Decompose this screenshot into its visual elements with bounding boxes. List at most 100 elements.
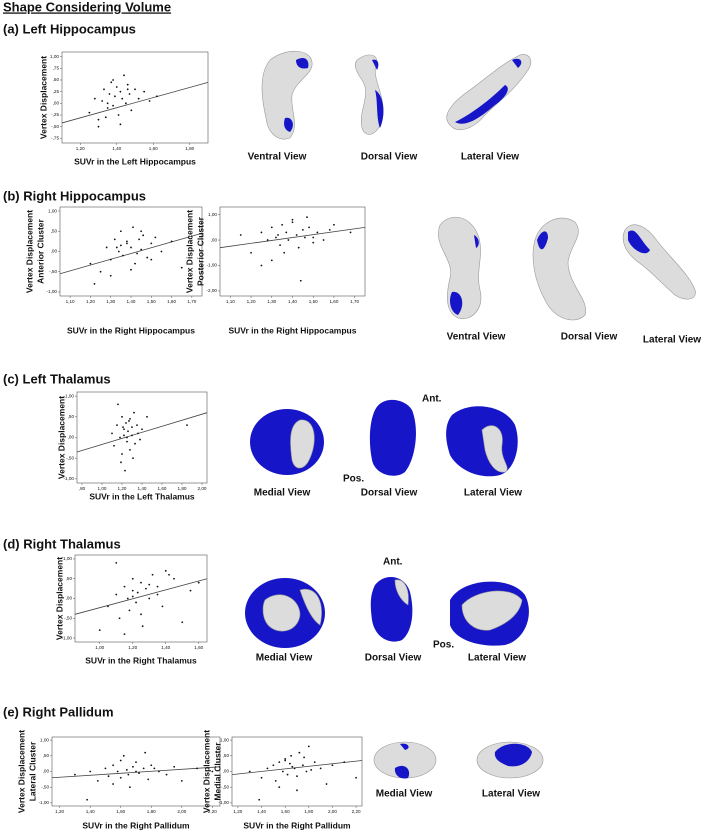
data-point xyxy=(279,244,281,247)
x-tick-label: 1,60 xyxy=(329,299,338,304)
data-point xyxy=(143,90,146,93)
view-label: Lateral View xyxy=(464,488,522,499)
data-point xyxy=(126,436,128,439)
data-point xyxy=(106,102,109,105)
view-label: Ventral View xyxy=(447,332,506,343)
data-point xyxy=(266,239,269,241)
data-point xyxy=(110,81,113,84)
data-point xyxy=(349,231,352,234)
data-point xyxy=(272,764,275,767)
data-point xyxy=(239,234,242,236)
data-point xyxy=(305,770,308,773)
data-point xyxy=(298,751,301,754)
data-point xyxy=(121,254,124,257)
data-point xyxy=(161,605,164,608)
data-point xyxy=(293,767,296,770)
y-tick-label: ,00 xyxy=(66,596,73,601)
data-point xyxy=(117,114,120,116)
data-point xyxy=(147,778,150,781)
y-axis-label: Posterior Cluster xyxy=(195,216,205,286)
y-tick-label: ,75 xyxy=(53,66,60,71)
data-point xyxy=(126,88,129,91)
brain-render xyxy=(250,399,518,477)
y-tick-label: ,00 xyxy=(211,237,218,242)
x-tick-label: 1,00 xyxy=(95,645,104,650)
x-tick-label: 1,60 xyxy=(194,645,203,650)
data-point xyxy=(258,798,261,801)
data-point xyxy=(333,223,335,226)
y-axis-label: Lateral Cluster xyxy=(27,741,37,801)
data-point xyxy=(302,764,304,767)
data-point xyxy=(156,95,158,98)
data-point xyxy=(107,775,110,778)
data-point xyxy=(189,589,192,592)
data-point xyxy=(130,109,133,112)
data-point xyxy=(154,236,157,239)
y-tick-label: ,50 xyxy=(223,753,230,758)
data-point xyxy=(142,234,145,237)
data-point xyxy=(125,422,127,424)
x-tick-label: 1,60 xyxy=(167,299,176,304)
data-point xyxy=(289,762,291,765)
data-point xyxy=(123,633,126,635)
data-point xyxy=(118,617,121,620)
data-point xyxy=(99,270,102,273)
x-tick-label: 2,20 xyxy=(352,809,361,814)
data-point xyxy=(181,621,184,624)
data-point xyxy=(112,783,114,785)
y-tick-label: 1,00 xyxy=(63,556,72,561)
data-point xyxy=(301,228,304,231)
brain-render xyxy=(245,576,529,648)
y-tick-label: ,50 xyxy=(53,77,60,82)
data-point xyxy=(113,444,115,447)
data-point xyxy=(134,88,136,91)
data-point xyxy=(285,231,288,234)
x-tick-label: 1,10 xyxy=(66,299,75,304)
panel-heading: (a) Left Hippocampus xyxy=(3,21,136,36)
data-point xyxy=(132,226,134,229)
y-tick-label: -1,00 xyxy=(39,800,50,805)
data-point xyxy=(137,97,140,100)
y-tick-label: -,75 xyxy=(51,136,59,141)
data-point xyxy=(119,244,122,247)
data-point xyxy=(74,773,76,776)
view-label: Lateral View xyxy=(468,653,526,664)
x-tick-label: 1,30 xyxy=(106,299,115,304)
data-point xyxy=(119,436,121,439)
data-point xyxy=(97,125,100,128)
y-tick-label: ,50 xyxy=(66,576,73,581)
y-tick-label: 1,00 xyxy=(220,737,229,742)
fit-line xyxy=(219,226,366,249)
x-tick-label: 1,50 xyxy=(147,299,156,304)
data-point xyxy=(122,754,125,757)
x-tick-label: 1,10 xyxy=(226,299,235,304)
data-point xyxy=(304,236,306,239)
x-tick-label: ,80 xyxy=(79,486,86,491)
view-label: Dorsal View xyxy=(361,152,418,163)
data-point xyxy=(156,585,159,588)
data-point xyxy=(291,221,294,224)
data-point xyxy=(126,240,128,243)
y-tick-label: -1,00 xyxy=(62,635,73,640)
data-point xyxy=(124,469,126,472)
view-label: Ventral View xyxy=(248,152,307,163)
y-tick-label: ,50 xyxy=(43,753,50,758)
x-tick-label: 1,50 xyxy=(309,299,318,304)
data-point xyxy=(135,761,137,763)
y-tick-label: -1,00 xyxy=(47,289,58,294)
view-label: Lateral View xyxy=(482,789,540,800)
y-tick-label: -,25 xyxy=(51,112,59,117)
y-axis-label: Anterior Cluster xyxy=(35,218,45,283)
data-point xyxy=(128,420,130,422)
data-point xyxy=(119,123,122,126)
data-point xyxy=(96,780,99,782)
x-tick-label: 2,20 xyxy=(208,809,217,814)
y-tick-label: 1,00 xyxy=(208,212,217,217)
data-point xyxy=(129,449,131,451)
data-point xyxy=(124,102,127,105)
data-point xyxy=(148,597,151,600)
y-tick-label: -,50 xyxy=(66,455,74,460)
data-point xyxy=(355,776,357,779)
x-tick-label: 1,20 xyxy=(55,809,64,814)
plot-frame xyxy=(231,736,363,807)
